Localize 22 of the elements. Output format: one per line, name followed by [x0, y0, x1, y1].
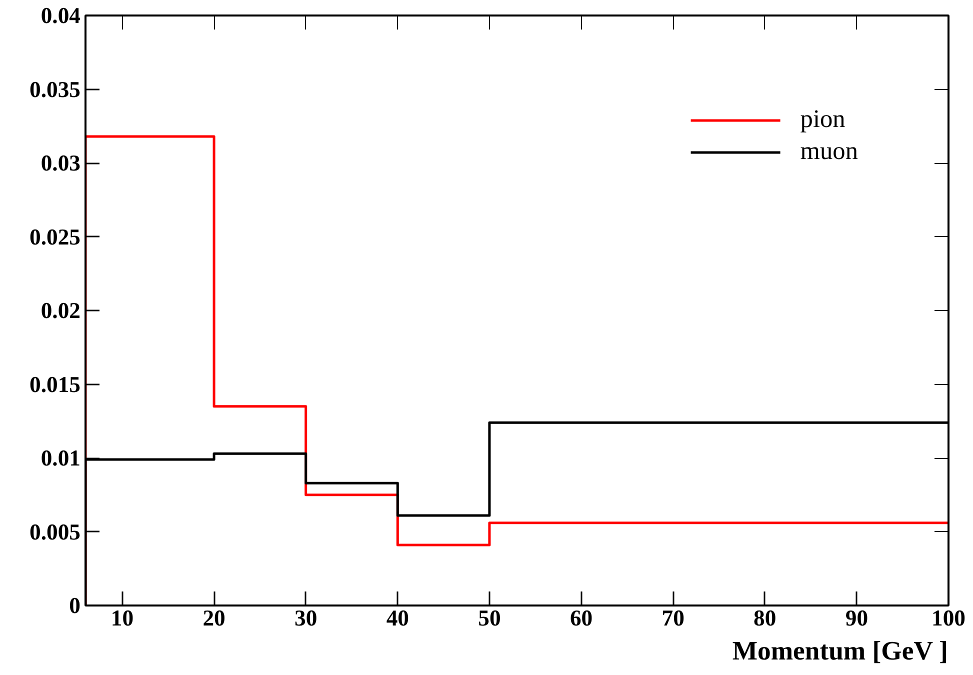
y-tick-label: 0.025 — [30, 224, 81, 250]
x-tick-label: 60 — [570, 606, 593, 630]
y-tick-label: 0.035 — [30, 76, 81, 102]
x-tick-label: 90 — [845, 606, 868, 630]
y-tick-label: 0 — [69, 593, 80, 618]
y-tick-label: 0.04 — [40, 3, 81, 28]
y-tick-label: 0.015 — [30, 372, 81, 397]
x-tick-label: 80 — [754, 606, 776, 630]
x-tick-label: 40 — [386, 606, 409, 630]
x-tick-label: 30 — [294, 606, 318, 630]
x-tick-label: 100 — [932, 606, 966, 630]
x-tick-label: 20 — [202, 606, 226, 630]
y-tick-label: 0.01 — [40, 446, 81, 470]
x-tick-label: 70 — [662, 606, 684, 630]
y-tick-label: 0.03 — [40, 150, 81, 176]
legend-label: pion — [800, 105, 846, 134]
x-tick-label: 50 — [478, 606, 501, 630]
legend-label: muon — [800, 137, 858, 166]
x-tick-label: 10 — [110, 606, 134, 630]
y-tick-label: 0.005 — [30, 519, 81, 544]
x-axis-title: Momentum [GeV ] — [732, 636, 948, 666]
y-tick-label: 0.02 — [40, 298, 81, 323]
